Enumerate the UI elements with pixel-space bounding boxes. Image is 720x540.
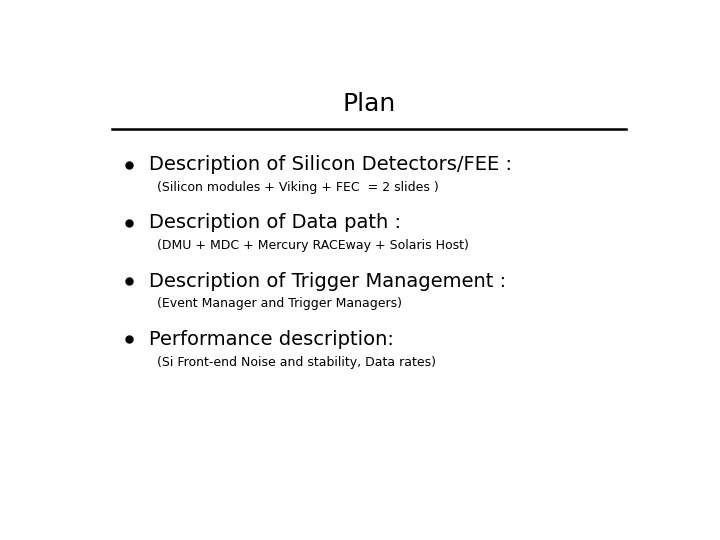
Text: (Silicon modules + Viking + FEC  = 2 slides ): (Silicon modules + Viking + FEC = 2 slid… — [157, 181, 438, 194]
Text: Description of Trigger Management :: Description of Trigger Management : — [148, 272, 505, 291]
Text: Plan: Plan — [343, 92, 395, 116]
Text: Description of Silicon Detectors/FEE :: Description of Silicon Detectors/FEE : — [148, 155, 512, 174]
Text: (Si Front-end Noise and stability, Data rates): (Si Front-end Noise and stability, Data … — [157, 356, 436, 369]
Text: Performance description:: Performance description: — [148, 330, 393, 349]
Text: Description of Data path :: Description of Data path : — [148, 213, 400, 232]
Text: (DMU + MDC + Mercury RACEway + Solaris Host): (DMU + MDC + Mercury RACEway + Solaris H… — [157, 239, 469, 252]
Text: (Event Manager and Trigger Managers): (Event Manager and Trigger Managers) — [157, 298, 402, 310]
